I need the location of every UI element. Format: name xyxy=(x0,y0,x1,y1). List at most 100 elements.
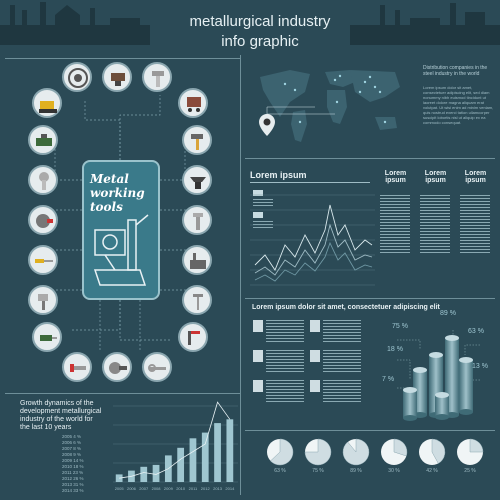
nail-icon xyxy=(182,285,212,315)
line-series-2 xyxy=(254,223,373,276)
line-chart-legend-text-1 xyxy=(253,199,273,208)
screw-2-icon xyxy=(182,205,212,235)
x-tick-label: 2010 xyxy=(176,486,186,491)
info-square-3 xyxy=(253,350,263,362)
info-square-5 xyxy=(253,380,263,392)
column-title-3: Lorem ipsum xyxy=(464,170,487,184)
divider-left-top xyxy=(5,58,240,59)
pie-slice xyxy=(342,438,370,466)
drill-icon xyxy=(32,322,62,352)
pie-label-6: 25 % xyxy=(464,468,476,474)
map-body: Lorem ipsum dolor sit amet, consectetuer… xyxy=(423,85,494,125)
divider-vertical xyxy=(240,55,241,495)
factory-icon xyxy=(182,245,212,275)
line-chart-underline xyxy=(250,182,370,183)
pct-label-4: 63 % xyxy=(468,328,484,335)
pct-label-3: 18 % xyxy=(387,346,403,353)
x-tick-label: 2009 xyxy=(164,486,174,491)
factory-skyline-left xyxy=(0,2,150,45)
hammer-icon xyxy=(182,125,212,155)
world-map xyxy=(260,70,400,142)
line-series-1 xyxy=(254,204,373,271)
growth-bar-chart: 2005 2006 2007 2008 2009 2010 2011 2012 2013 2014 xyxy=(113,401,238,491)
metal-working-card: Metal working tools xyxy=(82,160,160,300)
machine-icon xyxy=(93,214,149,286)
pct-label-2: 89 % xyxy=(440,310,456,317)
trend-line xyxy=(119,401,231,479)
x-tick-label: 2005 xyxy=(115,486,125,491)
screwdriver-icon xyxy=(28,245,58,275)
factory-skyline-right xyxy=(350,3,500,45)
pie-label-3: 89 % xyxy=(350,468,362,474)
bar xyxy=(115,474,123,482)
pie-slice xyxy=(304,438,332,466)
pie-slice xyxy=(469,438,484,453)
screw-icon xyxy=(28,165,58,195)
pct-label-6: 13 % xyxy=(472,363,488,370)
info-text-5 xyxy=(266,380,304,404)
info-square-2 xyxy=(310,320,320,332)
x-tick-label: 2012 xyxy=(201,486,211,491)
info-square-6 xyxy=(310,380,320,392)
anvil-icon xyxy=(102,62,132,92)
x-tick-label: 2014 xyxy=(225,486,235,491)
angle-grinder-icon xyxy=(102,352,132,382)
x-tick-label: 2013 xyxy=(213,486,223,491)
pie-charts xyxy=(267,438,484,466)
bolt-icon xyxy=(142,62,172,92)
map-pin-icon xyxy=(259,114,275,136)
grinder-icon xyxy=(28,205,58,235)
trolley-icon xyxy=(178,88,208,118)
column-text-3 xyxy=(460,195,490,255)
bar xyxy=(177,447,185,482)
pie-label-2: 75 % xyxy=(312,468,324,474)
pie-label-4: 30 % xyxy=(388,468,400,474)
bar xyxy=(214,423,221,482)
bar xyxy=(189,438,197,482)
anvil-2-icon xyxy=(182,165,212,195)
line-chart-legend-1 xyxy=(253,190,263,196)
column-text-1 xyxy=(380,195,410,255)
pie-slice xyxy=(270,438,294,466)
pct-label-5: 7 % xyxy=(382,376,395,383)
column-text-2 xyxy=(420,195,450,255)
column-title-1: Lorem ipsum xyxy=(384,170,407,184)
bar xyxy=(152,464,160,482)
growth-title: Growth dynamics of the development metal… xyxy=(20,400,102,431)
x-tick-label: 2011 xyxy=(189,486,198,491)
info-text-1 xyxy=(266,320,304,344)
bar xyxy=(226,419,234,482)
growth-legend: 2005 4 % 2006 6 % 2007 8 % 2008 9 % 2009 1… xyxy=(62,434,84,493)
map-heading: Distribution companies in the steel indu… xyxy=(423,65,488,77)
x-tick-label: 2006 xyxy=(127,486,137,491)
x-tick-label: 2007 xyxy=(139,486,149,491)
line-series-3 xyxy=(254,241,373,282)
cylinder-panel-title: Lorem ipsum dolor sit amet, consectetuer… xyxy=(252,304,440,311)
wrench-icon xyxy=(142,352,172,382)
info-text-6 xyxy=(323,380,361,404)
bar xyxy=(201,432,209,482)
pct-label-1: 75 % xyxy=(392,323,408,330)
vise-icon xyxy=(28,125,58,155)
x-tick-label: 2008 xyxy=(152,486,162,491)
card-label: Metal working tools xyxy=(90,172,145,214)
info-square-4 xyxy=(310,350,320,362)
cylinder-chart xyxy=(397,330,480,421)
info-text-3 xyxy=(266,350,304,374)
line-chart-legend-text-2 xyxy=(253,221,273,230)
page-title: metallurgical industry info graphic xyxy=(189,13,331,50)
line-chart-title: Lorem ipsum xyxy=(250,170,307,180)
pie-label-1: 63 % xyxy=(274,468,286,474)
divider-left-bottom xyxy=(5,393,240,394)
pie-slice xyxy=(431,438,446,464)
info-text-2 xyxy=(323,320,361,344)
divider-right-2 xyxy=(245,298,495,299)
pie-slice xyxy=(393,438,408,457)
divider-right-3 xyxy=(245,430,495,431)
bearing-icon xyxy=(62,62,92,92)
line-chart xyxy=(250,194,375,286)
spray-gun-icon xyxy=(28,285,58,315)
clamp-icon xyxy=(178,322,208,352)
line-chart-legend-2 xyxy=(253,212,263,218)
bar xyxy=(140,466,148,482)
